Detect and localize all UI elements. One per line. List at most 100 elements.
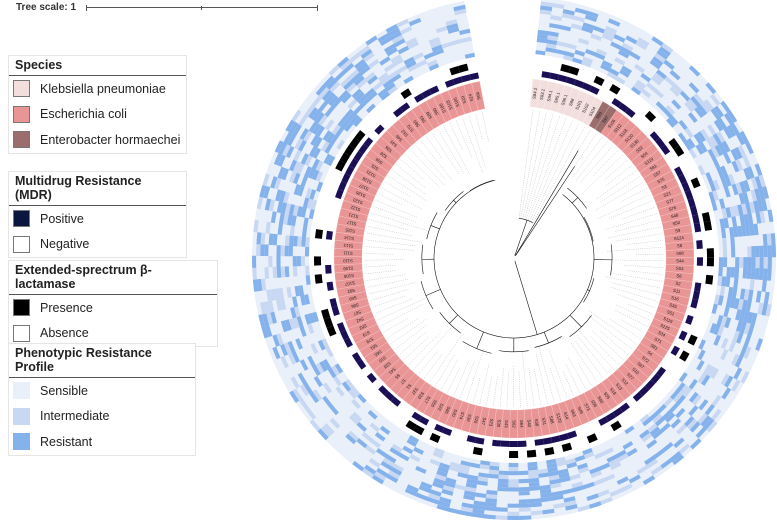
esbl-mark xyxy=(687,334,698,346)
resistance-cell xyxy=(577,504,591,512)
mdr-mark xyxy=(429,85,440,95)
leader-line xyxy=(493,376,498,407)
esbl-legend: Extended-sprectrum β-lactamase Presence … xyxy=(8,260,218,347)
legend-label: Escherichia coli xyxy=(40,107,127,122)
resistance-cell xyxy=(392,57,404,67)
resistance-cell xyxy=(284,203,291,215)
tree-branch xyxy=(426,212,438,240)
resistance-cell xyxy=(724,317,732,329)
mdr-mark xyxy=(378,385,389,396)
resistance-cell xyxy=(538,472,549,478)
resistance-cell xyxy=(259,301,267,315)
resistance-cell xyxy=(434,473,447,482)
mdr-mark xyxy=(336,322,346,333)
tree-branch xyxy=(453,200,457,203)
resistance-cell xyxy=(758,174,767,188)
resistance-cell xyxy=(601,33,614,42)
resistance-cell xyxy=(331,365,340,376)
leader-line xyxy=(550,368,562,401)
mdr-mark xyxy=(632,391,644,402)
resistance-cell xyxy=(743,334,752,347)
resistance-cell xyxy=(556,460,567,467)
resistance-cell xyxy=(384,454,397,464)
resistance-cell xyxy=(283,131,293,145)
mdr-mark xyxy=(565,76,576,86)
resistance-cell xyxy=(712,179,720,191)
resistance-cell xyxy=(285,119,296,132)
resistance-cell xyxy=(280,245,285,257)
resistance-cell xyxy=(547,466,558,473)
resistance-cell xyxy=(331,97,342,109)
resistance-cell xyxy=(528,473,539,479)
leader-line xyxy=(459,360,475,399)
resistance-cell xyxy=(759,210,766,224)
leaf-label: S27 xyxy=(626,372,635,381)
resistance-cell xyxy=(646,458,659,469)
leader-line xyxy=(383,318,408,333)
leaf-label: S61 xyxy=(369,343,379,352)
leader-line xyxy=(506,372,509,408)
resistance-cell xyxy=(606,454,618,463)
resistance-cell xyxy=(466,478,478,485)
resistance-cell xyxy=(608,458,620,467)
resistance-cell xyxy=(357,393,367,404)
leaf-label: S68 xyxy=(676,251,684,256)
resistance-cell xyxy=(738,310,746,322)
leader-line xyxy=(604,276,661,289)
resistance-cell xyxy=(265,324,273,338)
mdr-mark xyxy=(687,197,696,208)
resistance-cell xyxy=(635,40,648,51)
resistance-cell xyxy=(415,465,427,474)
resistance-cell xyxy=(439,462,450,470)
resistance-cell xyxy=(286,286,293,298)
resistance-cell xyxy=(734,146,743,160)
leaf-label: S46 xyxy=(394,133,403,142)
resistance-cell xyxy=(729,297,736,309)
resistance-cell xyxy=(420,481,433,490)
resistance-cell xyxy=(713,294,720,305)
resistance-cell xyxy=(583,451,595,459)
esbl-absence-swatch xyxy=(13,324,30,342)
resistance-cell xyxy=(735,158,744,171)
resistance-cell xyxy=(730,122,740,136)
resistance-cell xyxy=(489,465,500,471)
resistance-cell xyxy=(409,453,421,463)
resistance-cell xyxy=(288,204,295,216)
resistance-cell xyxy=(518,507,531,512)
resistance-cell xyxy=(508,467,519,472)
resistance-cell xyxy=(288,235,294,247)
resistance-cell xyxy=(717,325,725,337)
leader-line xyxy=(429,336,461,383)
leaf-label: S125 xyxy=(659,323,671,332)
leaf-label: S121 xyxy=(347,212,359,220)
tree-branch xyxy=(587,289,590,291)
resistance-cell xyxy=(562,9,576,16)
resistance-cell xyxy=(721,140,731,153)
resistance-cell xyxy=(343,79,354,91)
leaf-label: S90 xyxy=(431,107,439,117)
leader-line xyxy=(372,295,406,308)
resistance-cell xyxy=(325,92,336,104)
resistance-cell xyxy=(304,294,310,305)
resistance-cell xyxy=(653,88,665,99)
resistance-cell xyxy=(305,274,311,285)
resistance-cell xyxy=(754,163,763,177)
resistance-cell xyxy=(546,462,558,469)
resistance-cell xyxy=(485,493,498,500)
resistance-cell xyxy=(742,155,751,169)
leader-line xyxy=(531,122,580,223)
leaf-label: S95.1 xyxy=(553,91,561,104)
leaf-label: S124 xyxy=(674,235,685,241)
legend-item-ecoli: Escherichia coli xyxy=(9,102,186,128)
resistance-cell xyxy=(377,72,389,82)
resistance-cell xyxy=(446,23,459,30)
resistance-cell xyxy=(721,387,732,400)
resistance-cell xyxy=(318,114,328,126)
leader-line xyxy=(600,176,640,203)
resistance-cell xyxy=(385,82,396,92)
resistance-cell xyxy=(397,45,410,55)
mdr-legend-title: Multidrug Resistance (MDR) xyxy=(9,172,186,206)
resistance-cell xyxy=(324,106,335,118)
resistance-cell xyxy=(704,403,715,416)
resistance-cell xyxy=(709,93,721,106)
